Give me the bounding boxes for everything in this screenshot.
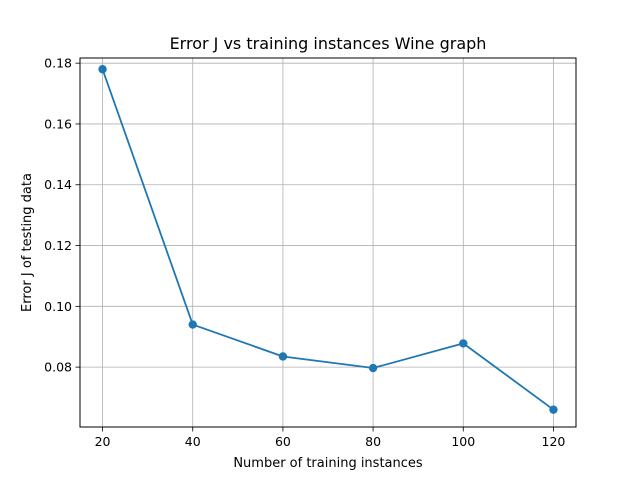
data-point-marker	[188, 320, 197, 329]
y-axis-label: Error J of testing data	[20, 173, 35, 312]
grid	[80, 58, 576, 427]
x-tick-label: 80	[365, 434, 381, 449]
data-point-marker	[278, 352, 288, 361]
x-axis-ticks: 20 40 60 80 100 120	[95, 427, 566, 449]
series-line	[101, 68, 555, 411]
data-point-marker	[549, 405, 558, 414]
data-point-marker	[459, 339, 468, 348]
data-point-marker	[368, 363, 378, 373]
y-axis-ticks: 0.08 0.10 0.12 0.14 0.16 0.18	[44, 56, 80, 375]
x-tick-label: 20	[95, 434, 111, 449]
y-tick-label: 0.10	[44, 299, 72, 314]
x-tick-label: 60	[275, 434, 291, 449]
y-tick-label: 0.08	[44, 360, 72, 375]
y-tick-label: 0.12	[44, 238, 72, 253]
x-tick-label: 100	[451, 434, 475, 449]
chart-title: Error J vs training instances Wine graph	[170, 34, 487, 53]
plot-frame	[79, 57, 577, 428]
x-tick-label: 40	[185, 434, 201, 449]
y-tick-label: 0.14	[44, 177, 72, 192]
series-layer	[98, 65, 558, 414]
x-axis-label: Number of training instances	[233, 456, 423, 471]
y-tick-label: 0.18	[44, 56, 72, 71]
y-tick-label: 0.16	[44, 116, 72, 131]
data-point-marker	[98, 65, 107, 74]
x-tick-label: 120	[542, 434, 566, 449]
